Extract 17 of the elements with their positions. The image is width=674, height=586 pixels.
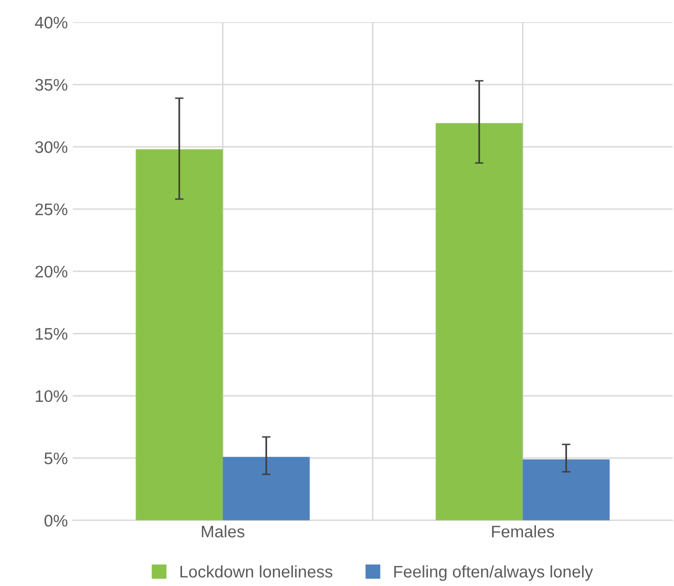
bar: [136, 149, 223, 520]
y-tick-label: 30%: [35, 141, 68, 153]
y-tick-label: 40%: [34, 16, 68, 28]
y-tick-label: 15%: [36, 328, 68, 340]
bar: [436, 123, 523, 520]
x-tick-label: Females: [492, 525, 554, 538]
y-tick-label: 0%: [44, 514, 68, 527]
y-tick-label: 20%: [35, 266, 68, 278]
legend-label: Feeling often/always lonely: [394, 565, 593, 581]
y-tick-label: 5%: [44, 452, 68, 464]
bar: [522, 459, 610, 520]
y-tick-label: 35%: [35, 78, 68, 91]
y-tick-label: 25%: [35, 203, 68, 216]
bar: [222, 456, 310, 520]
y-tick-label: 10%: [36, 390, 68, 402]
legend-label: Lockdown loneliness: [180, 565, 332, 578]
x-tick-label: Males: [202, 525, 244, 538]
